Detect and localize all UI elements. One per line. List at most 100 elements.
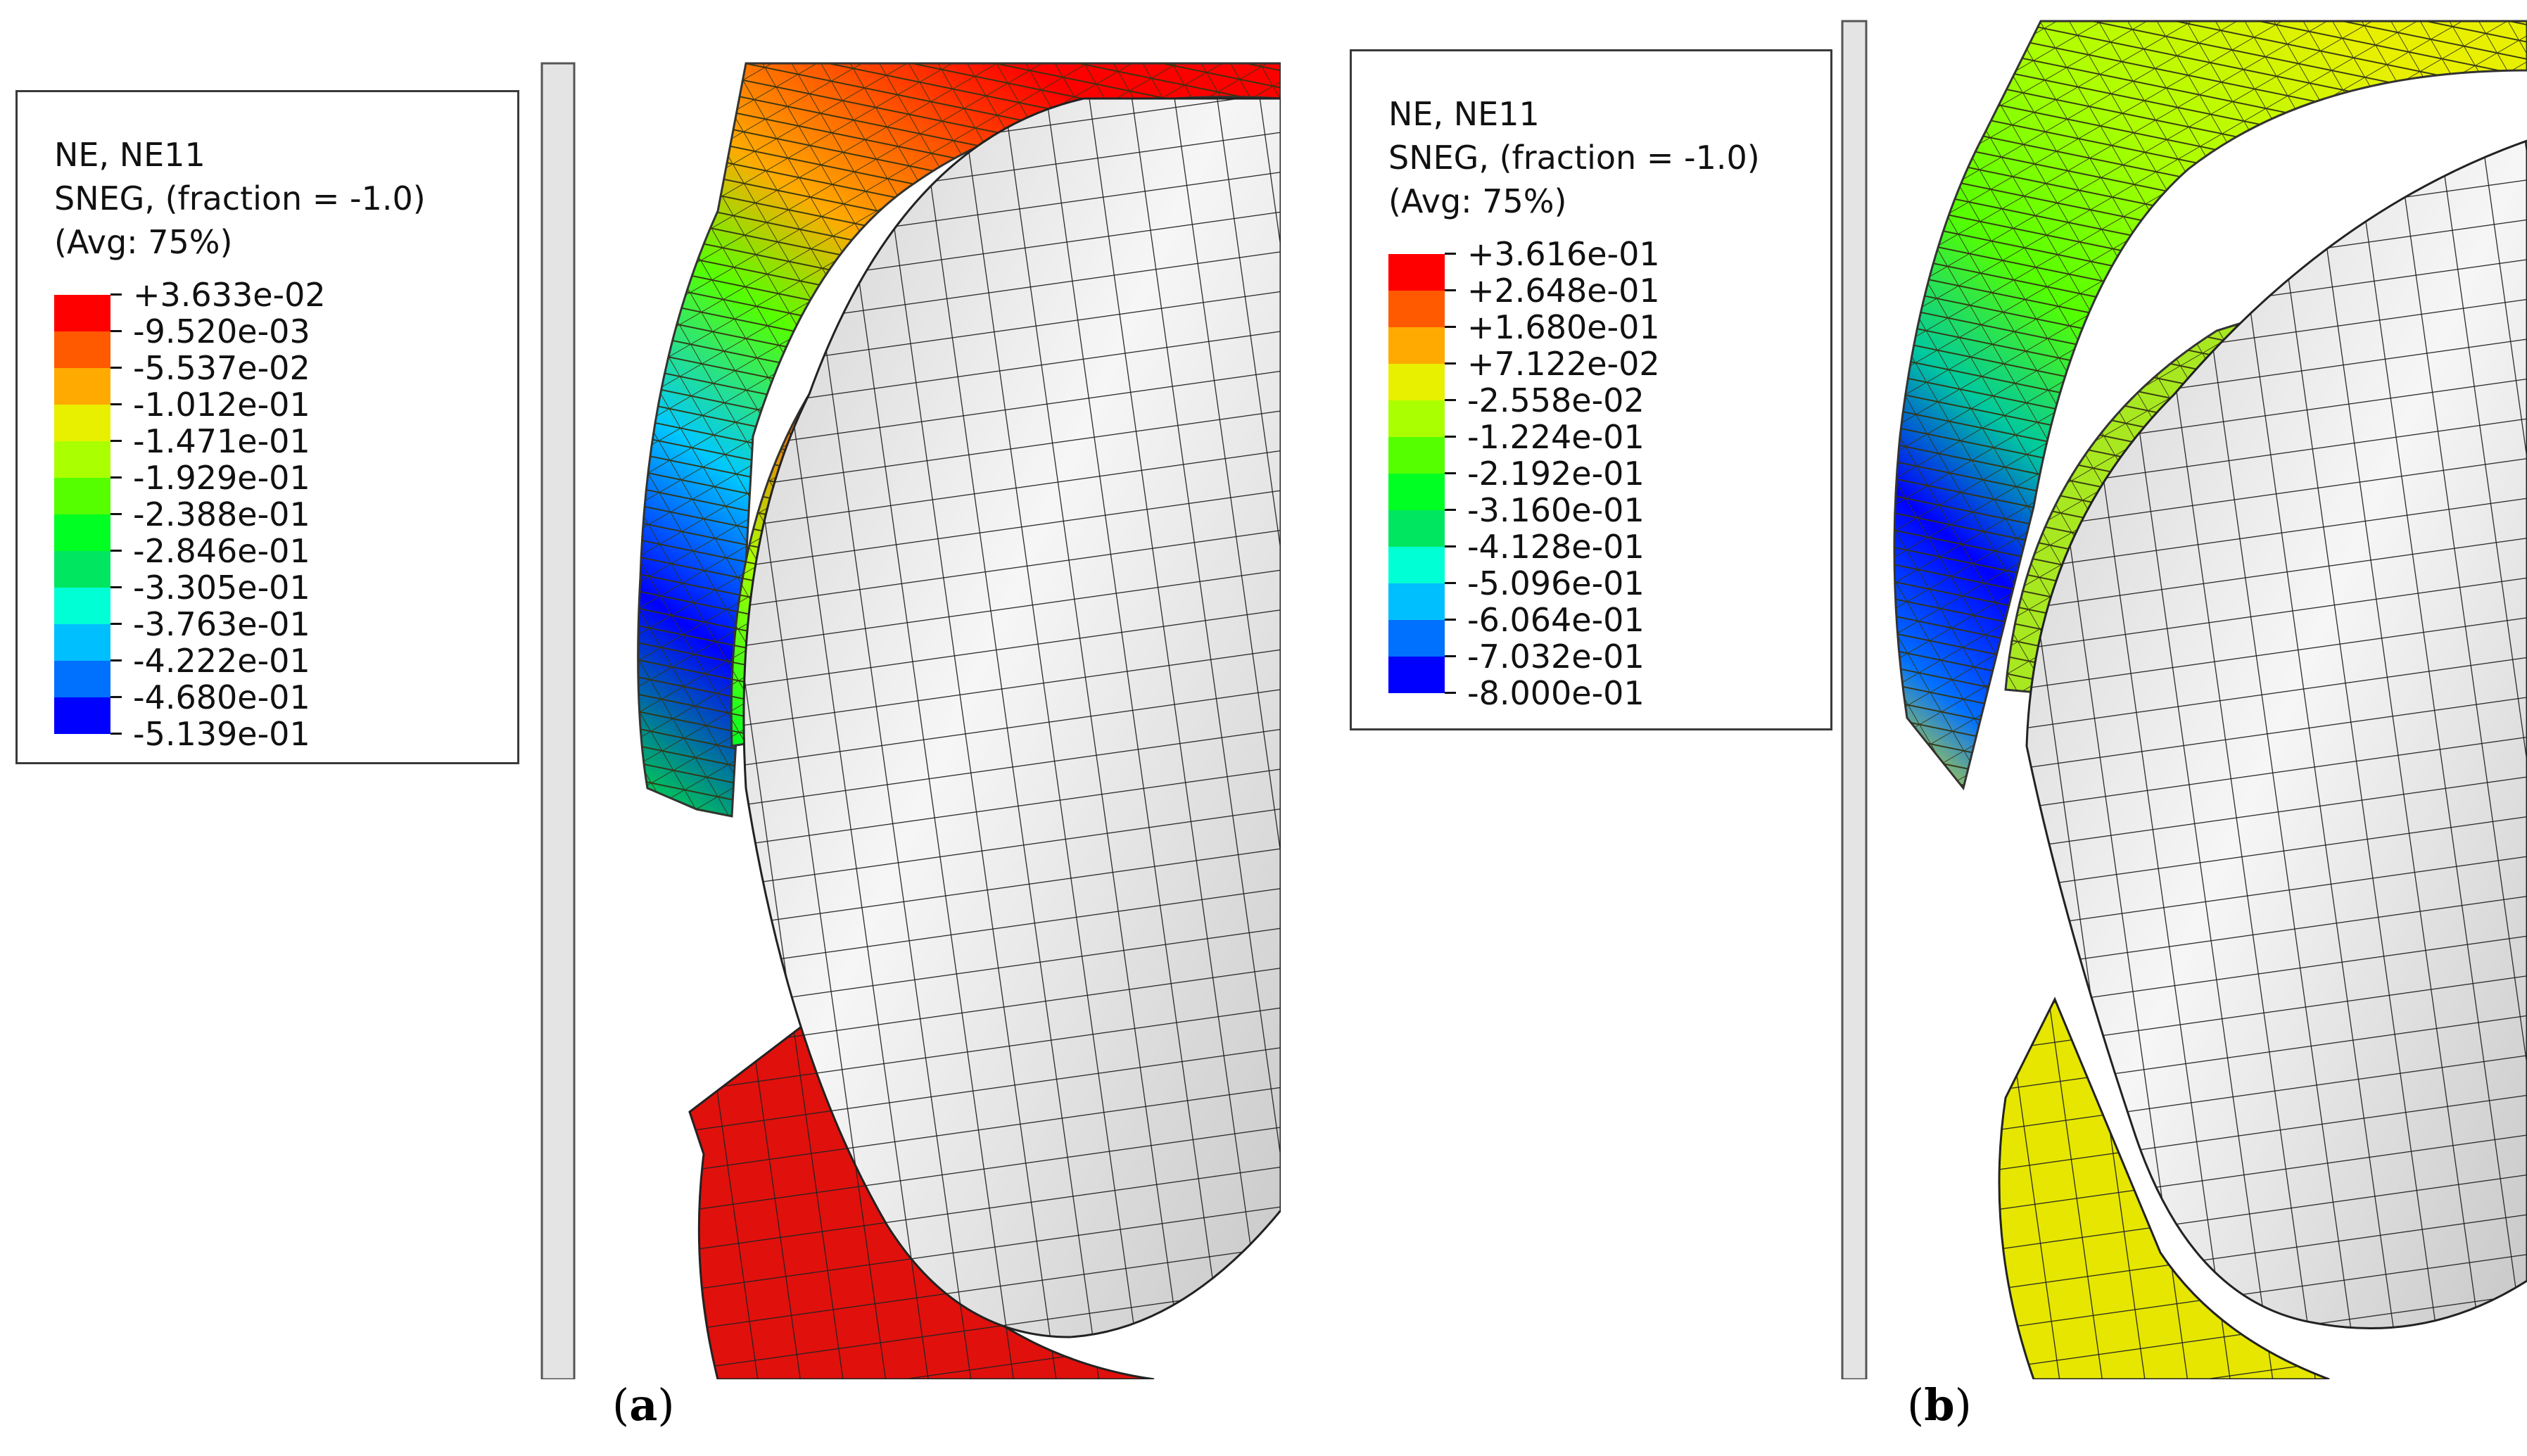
legend-tick [1445,545,1456,547]
legend-value: +3.633e-02 [133,276,326,314]
rigid-wall [540,62,576,1379]
legend-tick [110,550,122,552]
legend-row: -3.763e-01 [54,606,448,661]
legend-value: -8.000e-01 [1467,674,1645,712]
legend-color-swatch [54,295,110,331]
legend-value: +2.648e-01 [1467,272,1660,310]
legend-value: -2.388e-01 [133,495,310,533]
legend-tick [1445,692,1456,694]
legend-row: -3.160e-01 [1388,491,1782,547]
legend-tick [110,623,122,625]
legend-color-swatch [1388,400,1445,437]
legend-value: -2.192e-01 [1467,455,1645,493]
legend-value: -5.139e-01 [133,715,310,753]
legend-color-swatch [1388,510,1445,547]
legend-row: +7.122e-02 [1388,345,1782,400]
legend-color-swatch [54,514,110,551]
legend-value: -4.680e-01 [133,678,310,716]
legend-row: -5.096e-01 [1388,564,1782,620]
legend-scale: +3.633e-02 -9.520e-03 -5.537e-02 -1.012e-01… [18,277,517,755]
legend-color-swatch [54,697,110,734]
legend-row: -1.929e-01 [54,459,448,514]
legend-value: -5.537e-02 [133,349,310,387]
legend-tick [110,586,122,588]
legend-panel-b: NE, NE11 SNEG, (fraction = -1.0) (Avg: 7… [1350,49,1832,730]
legend-row: -2.846e-01 [54,532,448,588]
legend-value: +1.680e-01 [1467,308,1660,346]
legend-color-swatch [54,368,110,405]
legend-header-averaging: (Avg: 75%) [54,223,233,261]
legend-row: -3.305e-01 [54,569,448,624]
legend-row: -2.192e-01 [1388,455,1782,510]
legend-color-swatch [1388,327,1445,364]
rigid-wall [1841,20,1868,1379]
legend-row: -4.128e-01 [1388,528,1782,583]
legend-scale: +3.616e-01 +2.648e-01 +1.680e-01 +7.122e-02… [1352,236,1830,714]
legend-color-swatch [1388,620,1445,657]
legend-color-swatch [1388,437,1445,474]
legend-color-swatch [54,624,110,661]
legend-color-swatch [1388,291,1445,327]
legend-color-swatch [54,441,110,478]
legend-tick [1445,436,1456,438]
legend-value: -9.520e-03 [133,312,310,350]
legend-color-swatch [1388,583,1445,620]
legend-tick [110,330,122,332]
fe-render-panel-a [540,62,1281,1379]
legend-header-variable: NE, NE11 [54,136,205,174]
legend-color-swatch [1388,254,1445,291]
legend-row: -4.680e-01 [54,678,448,734]
legend-tick [1445,582,1456,584]
legend-row: -1.224e-01 [1388,418,1782,474]
legend-value: -1.929e-01 [133,459,310,497]
legend-row: -9.520e-03 [54,312,448,368]
legend-value: -1.224e-01 [1467,418,1645,456]
legend-color-swatch [54,331,110,368]
legend-value: +3.616e-01 [1467,235,1660,273]
legend-value: -1.012e-01 [133,386,310,424]
legend-row: -1.471e-01 [54,422,448,478]
legend-row: -7.032e-01 [1388,638,1782,693]
legend-color-swatch [1388,364,1445,400]
legend-tick [110,440,122,442]
legend-value: -1.471e-01 [133,422,310,460]
legend-tick [110,513,122,515]
legend-value: +7.122e-02 [1467,345,1660,383]
legend-tick [1445,362,1456,365]
legend-value: -6.064e-01 [1467,601,1645,639]
legend-row: -6.064e-01 [1388,601,1782,657]
legend-tick [110,696,122,698]
legend-color-swatch [1388,474,1445,510]
legend-value: -2.846e-01 [133,532,310,570]
legend-row: -5.139e-01 [54,716,448,752]
caption-label: a [629,1379,658,1431]
legend-panel-a: NE, NE11 SNEG, (fraction = -1.0) (Avg: 7… [15,90,519,764]
legend-row: -4.222e-01 [54,642,448,697]
legend-color-swatch [54,405,110,441]
legend-value: -4.128e-01 [1467,528,1645,566]
legend-header-variable: NE, NE11 [1388,95,1540,133]
legend-color-swatch [54,551,110,588]
legend-tick [1445,472,1456,474]
legend-tick [1445,619,1456,621]
legend-row: +1.680e-01 [1388,308,1782,364]
legend-tick [1445,399,1456,401]
legend-header-averaging: (Avg: 75%) [1388,182,1567,220]
caption-b: (b) [1907,1379,1972,1431]
legend-color-swatch [54,478,110,514]
legend-tick [110,367,122,369]
legend-value: -3.305e-01 [133,569,310,607]
legend-value: -5.096e-01 [1467,564,1645,602]
legend-color-swatch [1388,657,1445,693]
legend-row: -2.558e-02 [1388,382,1782,437]
legend-tick [110,293,122,296]
legend-row: +3.633e-02 [54,276,448,331]
legend-tick [110,403,122,405]
legend-value: -3.160e-01 [1467,491,1645,529]
legend-color-swatch [54,588,110,624]
legend-tick [110,733,122,735]
fe-render-panel-b [1841,20,2527,1379]
legend-tick [1445,655,1456,657]
legend-value: -7.032e-01 [1467,638,1645,676]
legend-row: -8.000e-01 [1388,675,1782,711]
